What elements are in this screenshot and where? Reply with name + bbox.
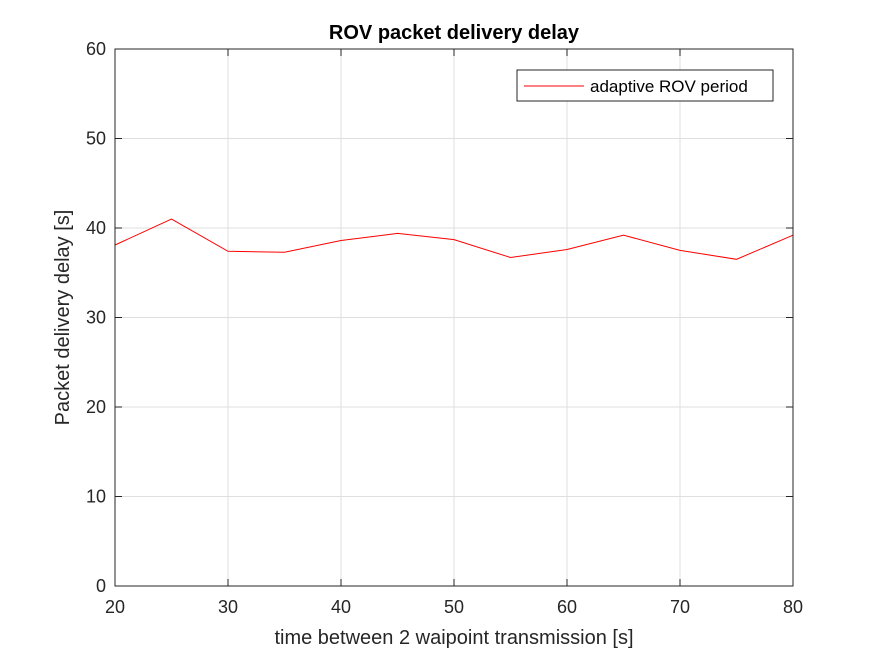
x-tick-label: 70 [670,597,690,617]
x-axis-label: time between 2 waipoint transmission [s] [274,627,633,649]
y-tick-label: 30 [86,308,106,328]
y-tick-label: 60 [86,39,106,59]
y-tick-label: 10 [86,487,106,507]
x-tick-label: 50 [444,597,464,617]
y-axis-label: Packet delivery delay [s] [52,210,74,426]
ticks: 20 30 40 50 60 70 80 0 10 20 30 40 50 60 [86,39,803,617]
y-tick-label: 50 [86,129,106,149]
y-tick-label: 20 [86,397,106,417]
x-tick-label: 20 [105,597,125,617]
y-tick-label: 40 [86,218,106,238]
x-tick-label: 80 [783,597,803,617]
x-tick-label: 40 [331,597,351,617]
series-line [114,218,794,260]
legend-label: adaptive ROV period [590,77,748,96]
y-tick-label: 0 [96,576,106,596]
x-tick-label: 60 [557,597,577,617]
x-tick-label: 30 [218,597,238,617]
legend: adaptive ROV period [516,69,774,102]
series-layer [114,218,794,260]
chart-title: ROV packet delivery delay [329,22,580,44]
